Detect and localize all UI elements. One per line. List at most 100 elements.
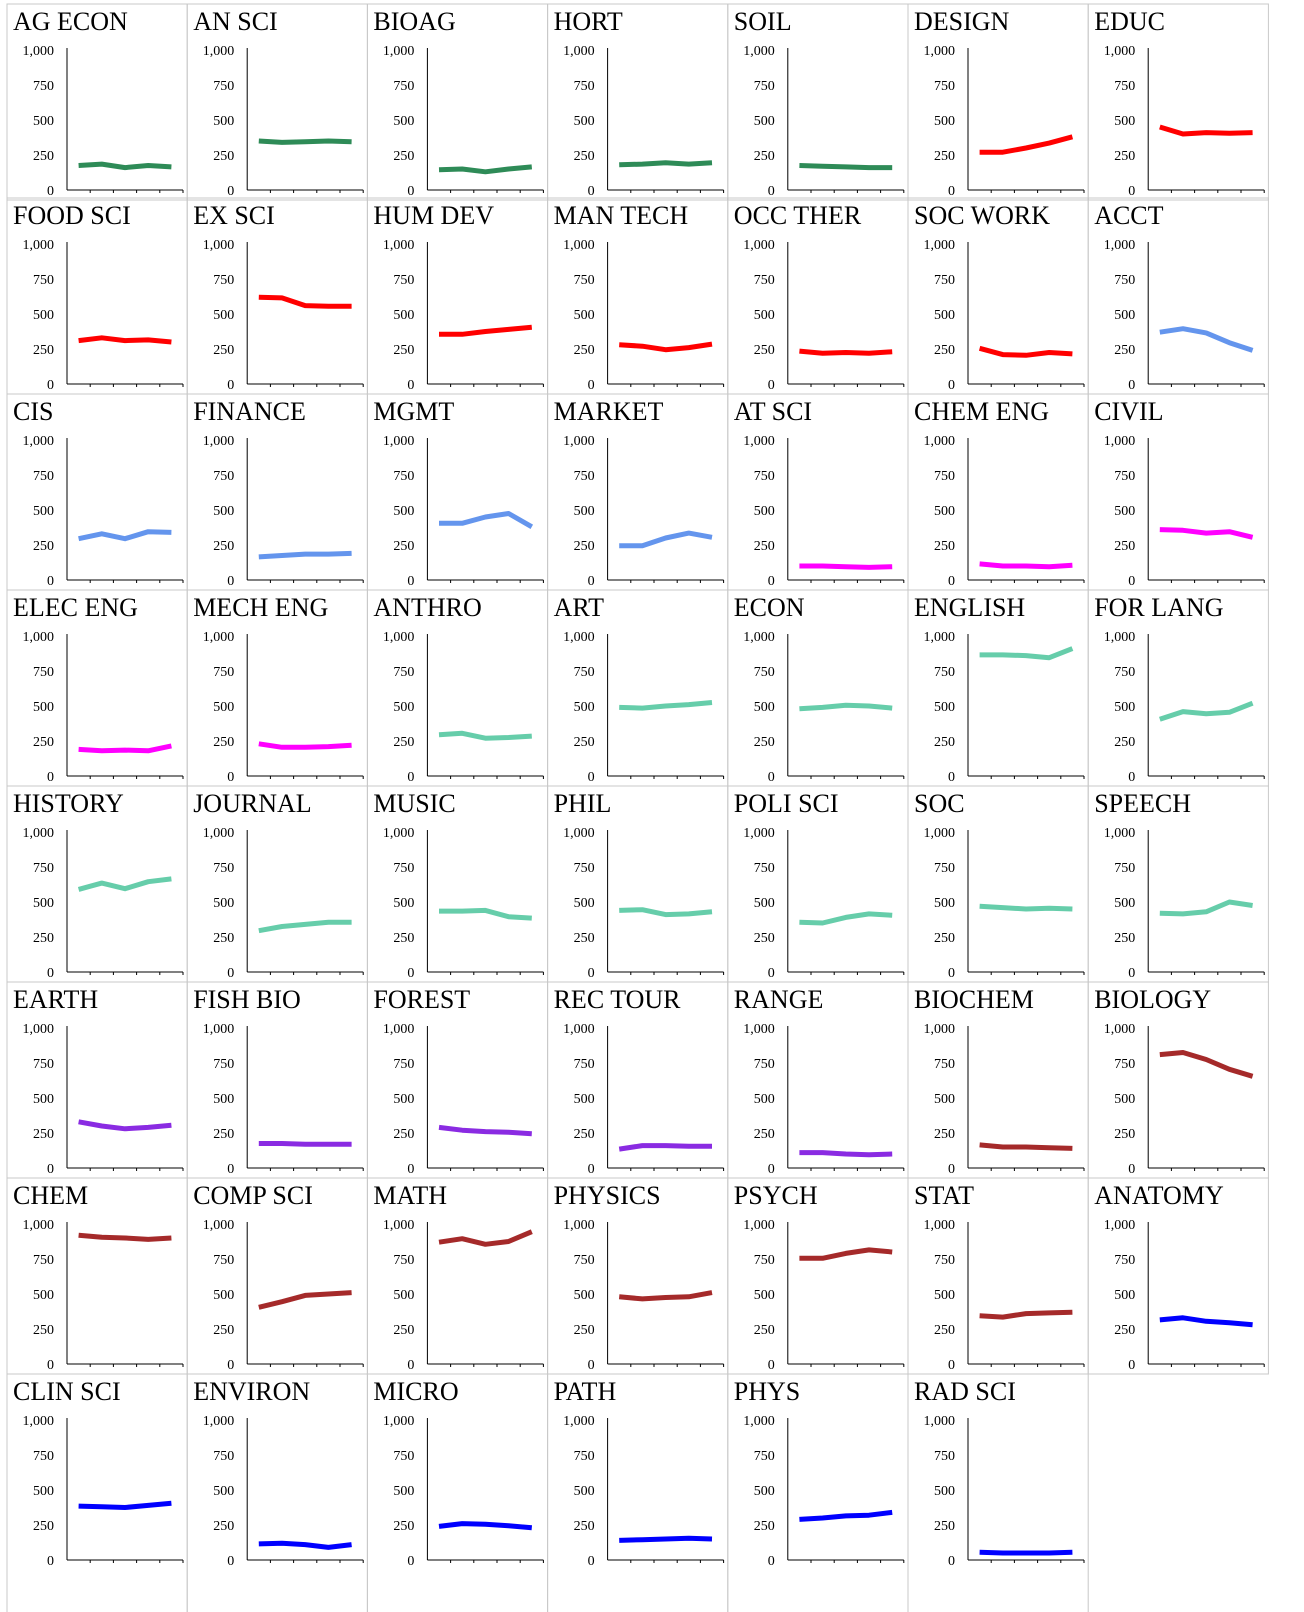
y-tick-label: 250 bbox=[393, 1127, 414, 1142]
y-tick-label: 250 bbox=[754, 1519, 775, 1534]
y-tick-label: 250 bbox=[754, 149, 775, 164]
series-line bbox=[258, 1540, 352, 1550]
y-tick-label: 750 bbox=[393, 861, 414, 876]
y-tick-label: 0 bbox=[407, 1358, 414, 1373]
y-tick-label: 0 bbox=[948, 1554, 955, 1569]
series-line bbox=[799, 911, 893, 926]
y-tick-label: 250 bbox=[213, 1323, 234, 1338]
panel-mech-eng: MECH ENG 0 250 500 750 1,000 bbox=[186, 589, 368, 787]
y-tick-label: 0 bbox=[768, 1358, 775, 1373]
panel-title: MGMT bbox=[373, 397, 454, 426]
panel-cis: CIS 0 250 500 750 1,000 bbox=[6, 393, 188, 591]
y-tick-label: 0 bbox=[588, 378, 595, 393]
series-line bbox=[979, 1549, 1073, 1556]
y-tick-label: 750 bbox=[574, 1057, 595, 1072]
y-tick-label: 250 bbox=[33, 343, 54, 358]
y-tick-label: 1,000 bbox=[743, 238, 775, 253]
y-tick-label: 0 bbox=[588, 1358, 595, 1373]
panel-ex-sci: EX SCI 0 250 500 750 1,000 bbox=[186, 197, 368, 395]
y-tick-label: 1,000 bbox=[743, 1218, 775, 1233]
panel-title: ANATOMY bbox=[1094, 1181, 1224, 1210]
y-tick-label: 500 bbox=[574, 896, 595, 911]
y-tick-label: 750 bbox=[393, 1449, 414, 1464]
series-line bbox=[799, 163, 893, 171]
series-line bbox=[619, 341, 713, 353]
panel-occ-ther: OCC THER 0 250 500 750 1,000 bbox=[727, 197, 909, 395]
y-tick-label: 250 bbox=[213, 539, 234, 554]
y-tick-label: 1,000 bbox=[203, 1022, 235, 1037]
y-tick-label: 0 bbox=[1128, 966, 1135, 981]
y-tick-label: 0 bbox=[588, 966, 595, 981]
panel-title: HISTORY bbox=[13, 789, 124, 818]
y-tick-label: 0 bbox=[407, 1554, 414, 1569]
y-tick-label: 750 bbox=[1114, 861, 1135, 876]
y-tick-label: 0 bbox=[47, 1554, 54, 1569]
y-tick-label: 1,000 bbox=[23, 630, 55, 645]
y-tick-label: 250 bbox=[574, 1323, 595, 1338]
y-tick-label: 1,000 bbox=[924, 434, 956, 449]
panel-man-tech: MAN TECH 0 250 500 750 1,000 bbox=[547, 197, 729, 395]
y-tick-label: 750 bbox=[1114, 1253, 1135, 1268]
y-tick-label: 0 bbox=[948, 770, 955, 785]
series-line bbox=[619, 700, 713, 711]
panel-elec-eng: ELEC ENG 0 250 500 750 1,000 bbox=[6, 589, 188, 787]
y-tick-label: 750 bbox=[33, 79, 54, 94]
y-tick-label: 750 bbox=[574, 469, 595, 484]
y-tick-label: 0 bbox=[1128, 1358, 1135, 1373]
panel-title: AG ECON bbox=[13, 7, 128, 36]
y-tick-label: 500 bbox=[934, 1484, 955, 1499]
series-line bbox=[799, 1509, 893, 1522]
y-tick-label: 500 bbox=[754, 114, 775, 129]
panel-range: RANGE 0 250 500 750 1,000 bbox=[727, 981, 909, 1179]
panel-title: DESIGN bbox=[914, 7, 1010, 36]
y-tick-label: 250 bbox=[213, 735, 234, 750]
series-line bbox=[1159, 1315, 1253, 1328]
series-line bbox=[1159, 899, 1253, 917]
y-tick-label: 750 bbox=[574, 79, 595, 94]
y-tick-label: 250 bbox=[33, 931, 54, 946]
panel-title: MATH bbox=[373, 1181, 447, 1210]
series-line bbox=[78, 161, 172, 171]
panel-title: PATH bbox=[554, 1377, 617, 1406]
y-tick-label: 750 bbox=[213, 1057, 234, 1072]
panel-food-sci: FOOD SCI 0 250 500 750 1,000 bbox=[6, 197, 188, 395]
panel-title: BIOCHEM bbox=[914, 985, 1034, 1014]
y-tick-label: 500 bbox=[33, 504, 54, 519]
y-tick-label: 250 bbox=[934, 539, 955, 554]
y-tick-label: 1,000 bbox=[23, 1218, 55, 1233]
panel-acct: ACCT 0 250 500 750 1,000 bbox=[1087, 197, 1269, 395]
y-tick-label: 750 bbox=[934, 469, 955, 484]
y-tick-label: 0 bbox=[47, 378, 54, 393]
y-tick-label: 1,000 bbox=[23, 1022, 55, 1037]
y-tick-label: 500 bbox=[754, 896, 775, 911]
panel-title: SOC WORK bbox=[914, 201, 1050, 230]
y-tick-label: 250 bbox=[574, 931, 595, 946]
y-tick-label: 0 bbox=[227, 966, 234, 981]
y-tick-label: 500 bbox=[213, 1092, 234, 1107]
y-tick-label: 750 bbox=[754, 1253, 775, 1268]
panel-earth: EARTH 0 250 500 750 1,000 bbox=[6, 981, 188, 1179]
y-tick-label: 750 bbox=[33, 273, 54, 288]
y-tick-label: 500 bbox=[934, 114, 955, 129]
panel-psych: PSYCH 0 250 500 750 1,000 bbox=[727, 1177, 909, 1375]
y-tick-label: 250 bbox=[213, 1127, 234, 1142]
y-tick-label: 250 bbox=[574, 343, 595, 358]
series-line bbox=[979, 134, 1074, 155]
panel-title: FOR LANG bbox=[1094, 593, 1223, 622]
y-tick-label: 500 bbox=[1114, 700, 1135, 715]
panel-chem-eng: CHEM ENG 0 250 500 750 1,000 bbox=[907, 393, 1089, 591]
panel-title: BIOLOGY bbox=[1094, 985, 1211, 1014]
y-tick-label: 1,000 bbox=[563, 434, 595, 449]
y-tick-label: 500 bbox=[393, 114, 414, 129]
y-tick-label: 750 bbox=[934, 665, 955, 680]
y-tick-label: 1,000 bbox=[1104, 1022, 1136, 1037]
y-tick-label: 1,000 bbox=[563, 44, 595, 59]
y-tick-label: 750 bbox=[754, 1057, 775, 1072]
panel-title: ANTHRO bbox=[373, 593, 481, 622]
panel-title: PHIL bbox=[554, 789, 612, 818]
y-tick-label: 500 bbox=[213, 700, 234, 715]
y-tick-label: 500 bbox=[754, 308, 775, 323]
y-tick-label: 1,000 bbox=[924, 1022, 956, 1037]
y-tick-label: 0 bbox=[227, 378, 234, 393]
y-tick-label: 250 bbox=[33, 1323, 54, 1338]
